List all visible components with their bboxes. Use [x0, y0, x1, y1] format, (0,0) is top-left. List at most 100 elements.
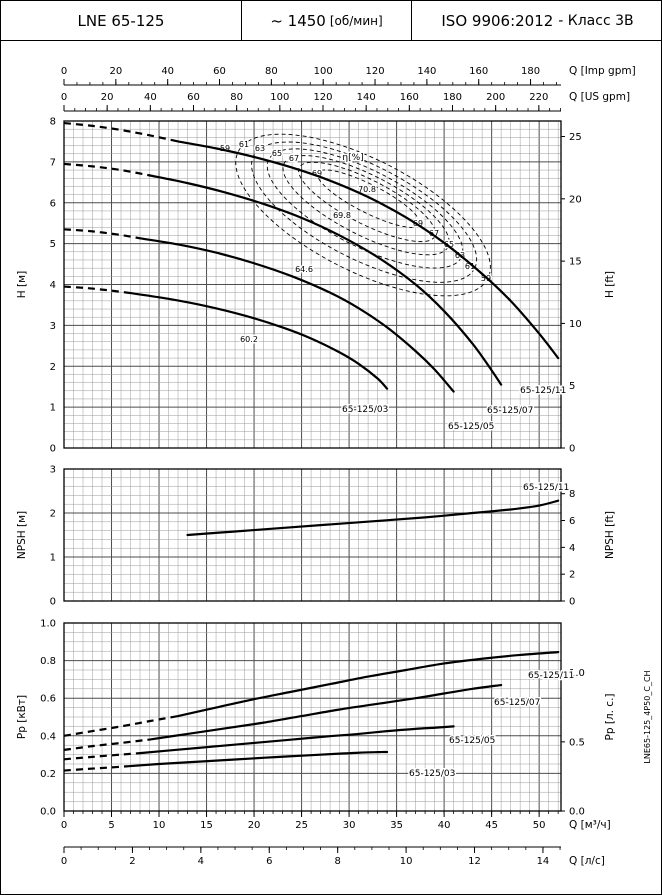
- x-tick-label: 10: [153, 820, 166, 831]
- y-tick-right: 25: [569, 132, 582, 143]
- x-tick-label: 200: [486, 92, 505, 103]
- x-axis-title: Q [м³/ч]: [569, 819, 611, 831]
- efficiency-point-label: 64.6: [295, 265, 313, 274]
- series-label: 65-125/11: [528, 671, 574, 681]
- x-tick-label: 2: [129, 856, 135, 867]
- curve: [138, 237, 455, 393]
- y-tick-left: 0.6: [40, 694, 56, 705]
- x-tick-label: 4: [198, 856, 204, 867]
- x-tick-label: 35: [390, 820, 403, 831]
- x-tick-label: 100: [314, 66, 333, 77]
- series-label: 65-125/11: [523, 483, 569, 493]
- x-tick-label: 20: [248, 820, 261, 831]
- curve-dashed: [63, 162, 150, 177]
- x-tick-label: 140: [417, 66, 436, 77]
- drawing-code: LNE65-125_4P50_C_CH: [643, 670, 652, 763]
- y-tick-left: 0.2: [40, 769, 56, 780]
- x-tick-label: 120: [313, 92, 332, 103]
- x-tick-label: 14: [537, 856, 550, 867]
- x-axis-title: Q [Imp gpm]: [569, 65, 636, 77]
- efficiency-point-label: 69.8: [333, 211, 351, 220]
- y-tick-left: 7: [50, 157, 56, 168]
- axis-m3h: 0 5 10 15 20 25 30 35 40 45 50 Q [м³/ч]: [61, 811, 611, 831]
- efficiency-contour-69: [316, 169, 421, 228]
- y-tick-left: 5: [50, 239, 56, 250]
- efficiency-point-label: 70.8: [358, 185, 376, 194]
- x-tick-label: 45: [485, 820, 498, 831]
- x-tick-label: 100: [270, 92, 289, 103]
- header: LNE 65-125 ~ 1450 [об/мин] ISO 9906:2012…: [1, 1, 661, 41]
- x-tick-label: 180: [521, 66, 540, 77]
- x-tick-label: 60: [213, 66, 226, 77]
- curve: [176, 140, 560, 360]
- y-tick-right: 2: [569, 570, 575, 581]
- x-tick-label: 180: [443, 92, 462, 103]
- y-tick-left: 8: [50, 117, 56, 128]
- series-65-125/11: 65-125/11: [63, 121, 568, 398]
- efficiency-contour-65: [282, 155, 450, 256]
- curve-dashed: [63, 285, 131, 295]
- efficiency-label: 61: [239, 140, 249, 149]
- x-tick-label: 0: [61, 66, 67, 77]
- curve: [129, 291, 389, 390]
- curve-dashed: [63, 751, 141, 761]
- x-tick-label: 220: [529, 92, 548, 103]
- y-axis-title-right: Pp [л. с.]: [604, 693, 616, 740]
- y-tick-left: 0.0: [40, 807, 56, 818]
- series-65-125/11: 65-125/11: [186, 482, 571, 537]
- y-tick-left: 0: [50, 444, 56, 455]
- efficiency-contours: 59 61 6365676969676563615970.869.864.660.2…: [218, 133, 493, 346]
- y-tick-right: 6: [569, 516, 575, 527]
- y-tick-right: 10: [569, 319, 582, 330]
- panel-power: 0.0 0.2 0.4 0.6 0.8 1.0 0.0 0.5 1.0 Pp [кВт] Pp [л…: [16, 619, 616, 818]
- y-axis-title-right: H [ft]: [604, 271, 616, 298]
- y-tick-left: 3: [50, 321, 56, 332]
- series-label: 65-125/07: [487, 406, 533, 416]
- curve-dashed: [63, 228, 141, 240]
- grid-npsh: [64, 469, 561, 601]
- pump-speed: ~ 1450 [об/мин]: [241, 1, 411, 40]
- y-axis-title-left: H [м]: [16, 271, 28, 298]
- pump-model: LNE 65-125: [1, 1, 241, 40]
- series-label: 65-125/03: [409, 769, 455, 779]
- x-tick-label: 0: [61, 820, 67, 831]
- y-tick-left: 1.0: [40, 619, 56, 630]
- x-tick-label: 160: [469, 66, 488, 77]
- y-tick-right: 0.0: [569, 807, 585, 818]
- panel-npsh: 0 1 2 3 0 2 4 6 8 NPSH [м] NPSH [ft] 65-125/11: [16, 465, 616, 608]
- y-axis-title-right: NPSH [ft]: [604, 511, 616, 559]
- curve: [186, 499, 560, 537]
- x-tick-label: 8: [334, 856, 340, 867]
- axis-us-gpm: 0 20 40 60 80 100 120 140 160 180 200 220 Q [US gpm]: [61, 91, 630, 112]
- y-tick-right: 4: [569, 543, 575, 554]
- series-label: 65-125/11: [520, 386, 566, 396]
- curve: [129, 750, 389, 768]
- efficiency-label: 65: [444, 240, 454, 249]
- series-label: 65-125/07: [494, 698, 540, 708]
- efficiency-label: 67: [289, 154, 299, 163]
- x-tick-label: 5: [108, 820, 114, 831]
- x-axis-title: Q [л/с]: [569, 855, 605, 867]
- x-tick-label: 30: [343, 820, 356, 831]
- x-tick-label: 12: [468, 856, 481, 867]
- series-65-125/03: 65-125/03: [63, 750, 457, 781]
- y-tick-left: 1: [50, 553, 56, 564]
- x-tick-label: 60: [187, 92, 200, 103]
- series-label: 65-125/03: [342, 405, 388, 415]
- x-tick-label: 160: [400, 92, 419, 103]
- efficiency-label: 63: [255, 144, 265, 153]
- y-tick-right: 5: [569, 381, 575, 392]
- x-tick-label: 40: [144, 92, 157, 103]
- y-tick-right: 20: [569, 194, 582, 205]
- curve-dashed: [63, 738, 150, 751]
- y-tick-left: 0.4: [40, 731, 56, 742]
- x-tick-label: 120: [365, 66, 384, 77]
- y-tick-right: 0: [569, 444, 575, 455]
- y-tick-right: 0: [569, 597, 575, 608]
- y-axis-title-left: NPSH [м]: [16, 511, 28, 559]
- y-tick-left: 4: [50, 280, 56, 291]
- x-axis-title: Q [US gpm]: [569, 91, 630, 103]
- curve-dashed: [63, 714, 179, 737]
